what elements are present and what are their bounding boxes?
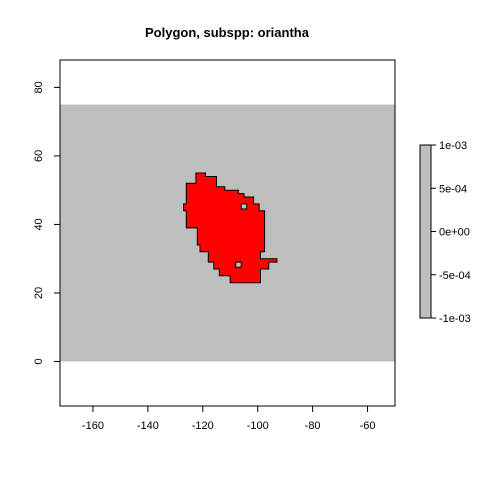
x-tick-label: -80: [305, 420, 321, 432]
legend-tick-label: 1e-03: [439, 140, 467, 152]
legend-tick-label: 5e-04: [439, 183, 467, 195]
legend-tick-label: -5e-04: [439, 270, 471, 282]
x-tick-label: -120: [192, 420, 214, 432]
y-tick-label: 40: [33, 218, 45, 230]
legend-color-bar: [419, 144, 432, 319]
map-title: Polygon, subspp: oriantha: [145, 25, 310, 40]
legend-tick-label: 0e+00: [439, 227, 470, 239]
y-tick-label: 0: [33, 358, 45, 364]
y-tick-label: 20: [33, 287, 45, 299]
legend-tick-label: -1e-03: [439, 313, 471, 325]
y-tick-label: 80: [33, 81, 45, 93]
y-tick-label: 60: [33, 150, 45, 162]
axes: -160 -140 -120 -100 -80 -60 0 20 40 60 80: [33, 59, 396, 432]
x-tick-label: -100: [247, 420, 269, 432]
color-legend: 1e-03 5e-04 0e+00 -5e-04 -1e-03: [419, 140, 471, 325]
x-tick-label: -140: [137, 420, 159, 432]
x-tick-label: -160: [82, 420, 104, 432]
range-polygon: [183, 172, 278, 284]
plot-area: [60, 104, 395, 362]
x-tick-label: -60: [360, 420, 376, 432]
